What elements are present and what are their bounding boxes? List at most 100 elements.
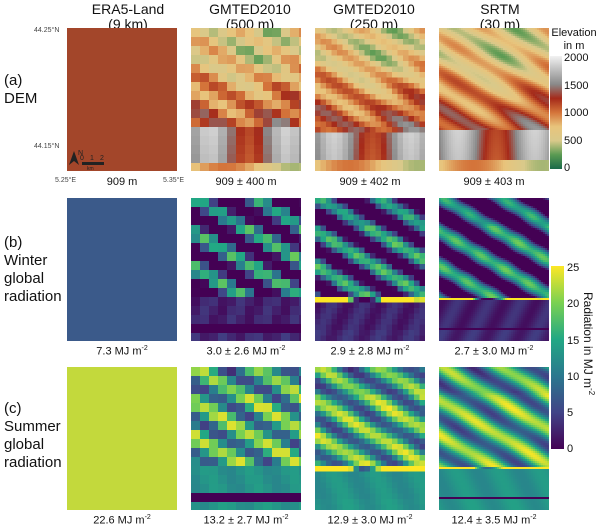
dem-pixel-cell — [485, 74, 488, 77]
dem-pixel-cell — [439, 136, 442, 139]
dem-pixel-cell — [537, 142, 540, 145]
dem-pixel-cell — [443, 132, 446, 135]
dem-pixel-cell — [471, 118, 474, 121]
dem-pixel-cell — [471, 48, 474, 51]
dem-pixel-cell — [473, 142, 476, 145]
dem-pixel-cell — [451, 124, 454, 127]
dem-pixel-cell — [497, 60, 500, 63]
winter-pixel-cell — [299, 270, 301, 280]
dem-pixel-cell — [375, 94, 382, 100]
winter-pixel-cell — [191, 324, 201, 334]
dem-pixel-cell — [439, 168, 442, 171]
dem-pixel-cell — [457, 58, 460, 61]
dem-pixel-cell — [441, 54, 444, 57]
dem-pixel-cell — [475, 114, 478, 117]
dem-pixel-cell — [487, 112, 490, 115]
dem-pixel-cell — [543, 148, 546, 151]
dem-pixel-cell — [513, 64, 516, 67]
dem-pixel-cell — [459, 78, 462, 81]
dem-pixel-cell — [469, 28, 472, 31]
dem-pixel-cell — [471, 52, 474, 55]
dem-pixel-cell — [485, 166, 488, 169]
dem-pixel-cell — [487, 134, 490, 137]
dem-pixel-cell — [493, 48, 496, 51]
dem-pixel-cell — [527, 130, 530, 133]
dem-pixel-cell — [441, 28, 444, 31]
dem-pixel-cell — [539, 108, 542, 111]
winter-pixel-cell — [299, 216, 301, 226]
dem-pixel-cell — [353, 110, 360, 117]
dem-pixel-cell — [443, 72, 446, 75]
dem-pixel-cell — [495, 122, 498, 125]
dem-pixel-cell — [469, 122, 472, 125]
dem-pixel-cell — [509, 72, 512, 75]
dem-pixel-cell — [397, 154, 404, 161]
winter-pixel-cell — [397, 214, 404, 221]
dem-pixel-cell — [493, 80, 496, 83]
dem-pixel-cell — [509, 34, 512, 37]
dem-pixel-cell — [459, 132, 462, 135]
dem-pixel-cell — [447, 124, 450, 127]
dem-pixel-cell — [386, 138, 393, 144]
dem-pixel-cell — [503, 30, 506, 33]
dem-pixel-cell — [509, 92, 512, 95]
dem-pixel-cell — [459, 108, 462, 111]
dem-pixel-cell — [525, 100, 528, 103]
dem-pixel-cell — [477, 94, 480, 97]
dem-pixel-cell — [475, 104, 478, 107]
dem-pixel-cell — [447, 70, 450, 73]
winter-pixel-cell — [315, 203, 321, 210]
dem-pixel-cell — [503, 84, 506, 87]
winter-pixel-cell — [200, 306, 210, 316]
dem-pixel-cell — [443, 110, 446, 113]
dem-pixel-cell — [537, 146, 540, 149]
winter-pixel-cell — [209, 216, 219, 226]
dem-pixel-cell — [503, 70, 506, 73]
dem-pixel-cell — [523, 126, 526, 129]
dem-pixel-cell — [439, 128, 442, 131]
dem-pixel-cell — [459, 110, 462, 113]
dem-pixel-cell — [245, 154, 255, 164]
dem-pixel-cell — [461, 160, 464, 163]
dem-pixel-cell — [457, 138, 460, 141]
dem-pixel-cell — [353, 83, 360, 89]
dem-pixel-cell — [481, 58, 484, 61]
dem-pixel-cell — [531, 60, 534, 63]
dem-pixel-cell — [507, 152, 510, 155]
dem-pixel-cell — [497, 150, 500, 153]
dem-pixel-cell — [449, 42, 452, 45]
dem-pixel-cell — [521, 46, 524, 49]
dem-pixel-cell — [473, 146, 476, 149]
dem-pixel-cell — [503, 114, 506, 117]
dem-pixel-cell — [451, 36, 454, 39]
dem-pixel-cell — [533, 56, 536, 59]
dem-pixel-cell — [487, 146, 490, 149]
dem-pixel-cell — [463, 104, 466, 107]
dem-pixel-cell — [457, 170, 460, 171]
winter-pixel-cell — [263, 225, 273, 235]
dem-pixel-cell — [507, 156, 510, 159]
dem-pixel-cell — [511, 88, 514, 91]
dem-pixel-cell — [439, 92, 442, 95]
dem-pixel-cell — [439, 60, 442, 63]
dem-pixel-cell — [533, 84, 536, 87]
dem-pixel-cell — [491, 144, 494, 147]
dem-pixel-cell — [457, 122, 460, 125]
dem-pixel-cell — [543, 134, 546, 137]
dem-pixel-cell — [348, 33, 354, 40]
dem-pixel-cell — [299, 28, 301, 38]
dem-pixel-cell — [517, 68, 520, 71]
dem-pixel-cell — [477, 36, 480, 39]
dem-pixel-cell — [533, 166, 536, 169]
dem-pixel-cell — [545, 122, 548, 125]
dem-pixel-cell — [507, 96, 510, 99]
dem-pixel-cell — [507, 132, 510, 135]
dem-pixel-cell — [527, 44, 530, 47]
dem-pixel-cell — [331, 88, 338, 95]
dem-pixel-cell — [467, 146, 470, 149]
dem-pixel-cell — [479, 30, 482, 33]
dem-pixel-cell — [531, 36, 534, 39]
dem-pixel-cell — [326, 105, 332, 111]
dem-pixel-cell — [191, 136, 201, 146]
dem-pixel-cell — [487, 120, 490, 123]
